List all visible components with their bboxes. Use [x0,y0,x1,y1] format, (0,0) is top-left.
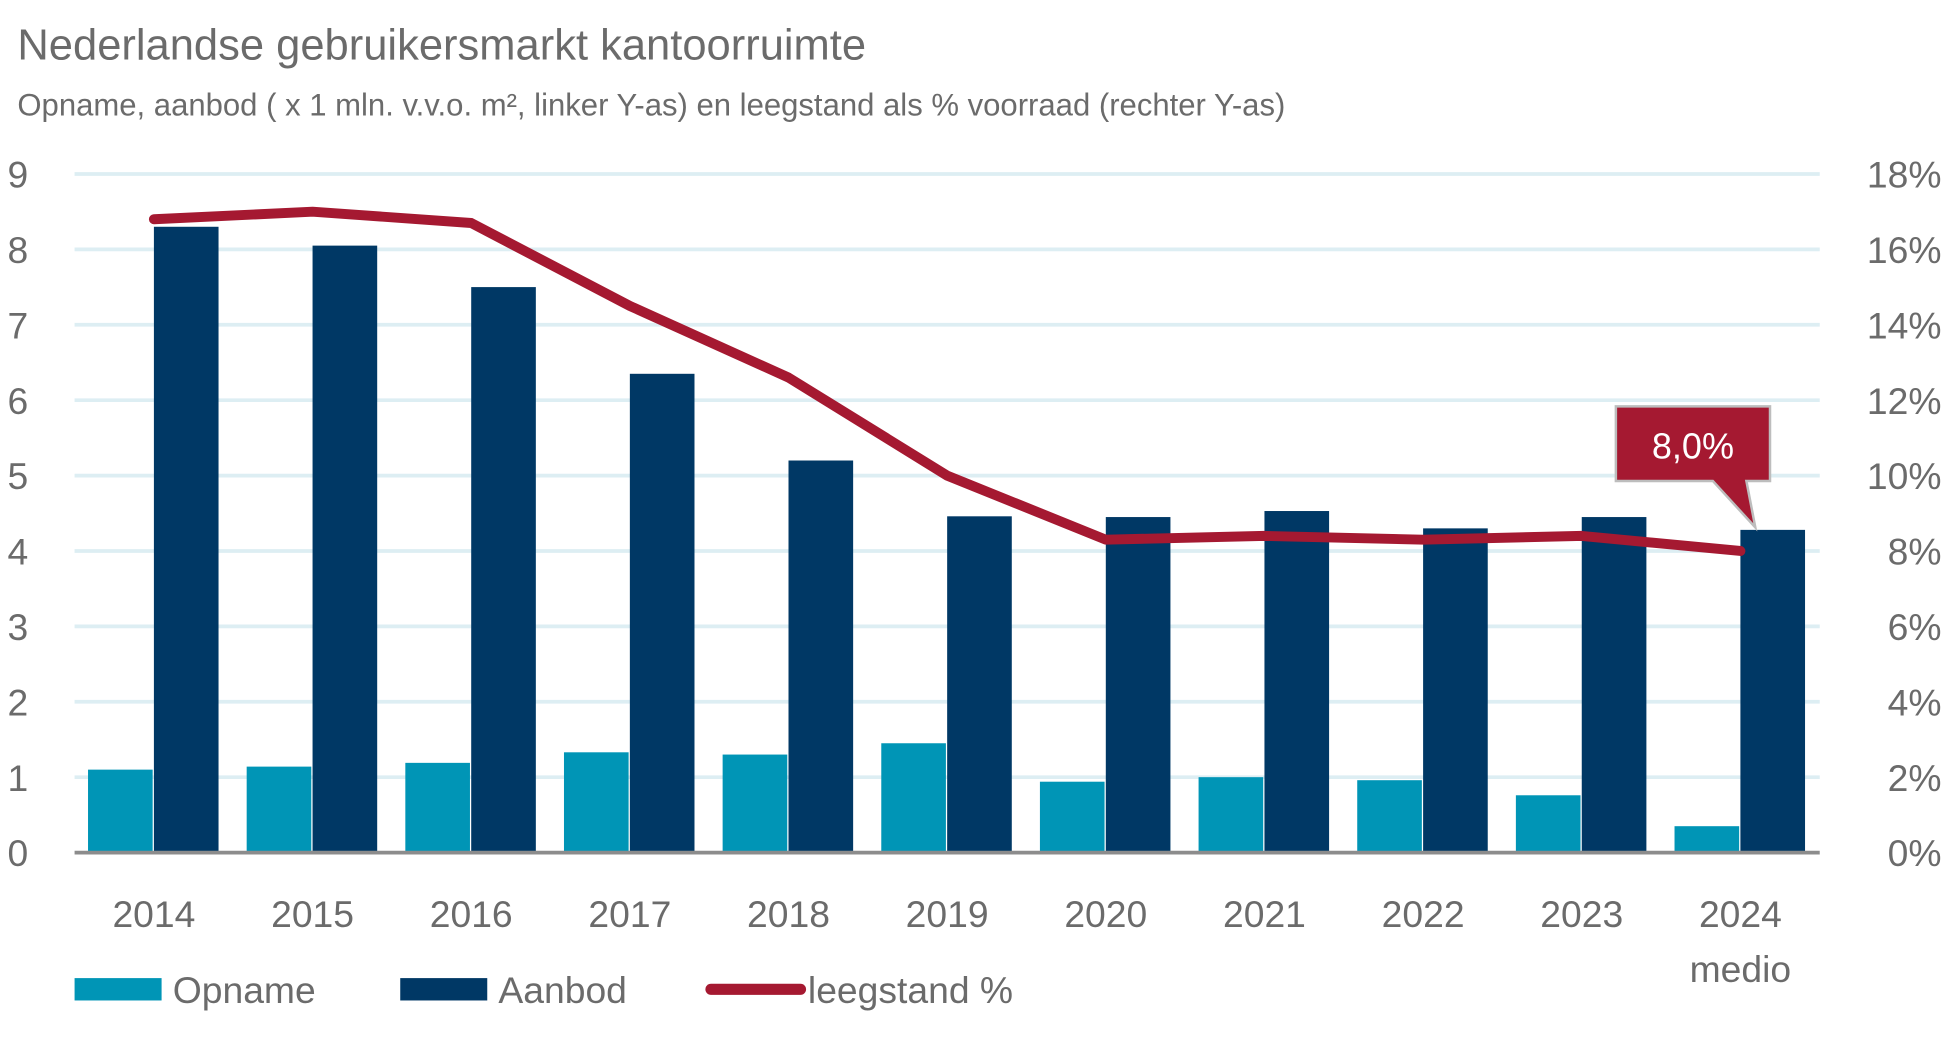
bar-opname [1674,826,1740,853]
legend-swatch-aanbod [400,978,488,1001]
bar-opname [1039,781,1105,853]
bar-opname [1515,795,1581,853]
right-tick-label: 2% [1888,757,1942,799]
chart-subtitle: Opname, aanbod ( x 1 mln. v.v.o. m², lin… [17,88,1285,123]
right-tick-label: 18% [1867,154,1942,196]
bar-aanbod [788,460,854,853]
left-tick-label: 7 [7,304,28,346]
left-tick-label: 1 [7,757,28,799]
x-tick-label: 2024 [1699,893,1782,935]
x-tick-label: 2023 [1540,893,1623,935]
x-tick-label: 2020 [1064,893,1147,935]
left-tick-label: 3 [7,606,28,648]
annotation-callout: 8,0% [1614,405,1772,532]
right-tick-label: 14% [1867,304,1942,346]
tick-labels: 0 0%1 2%2 4%3 6%4 8%5 10%6 12%7 14%8 16%9 18%2014 2… [7,154,1941,990]
leegstand-line [148,206,1746,556]
right-tick-label: 8% [1888,531,1942,573]
bar-aanbod [153,226,219,853]
x-tick-label: 2021 [1223,893,1306,935]
legend-label: Opname [173,969,316,1011]
x-tick-label: 2015 [271,893,354,935]
left-tick-label: 4 [7,531,28,573]
left-tick-label: 5 [7,455,28,497]
x-tick-label: 2019 [906,893,989,935]
legend-label: leegstand % [808,969,1013,1011]
x-tick-label: 2018 [747,893,830,935]
bar-aanbod [1740,529,1806,853]
bar-aanbod [1264,511,1330,853]
left-tick-label: 8 [7,229,28,271]
x-tick-label: 2016 [430,893,513,935]
bar-opname [88,769,153,853]
bar-aanbod [471,287,536,853]
right-tick-label: 16% [1867,229,1942,271]
bar-aanbod [629,373,695,853]
bar-opname [1198,777,1264,853]
bar-opname [722,754,788,853]
legend: Opname Aanbod leegstand % [74,969,1013,1011]
x-tick-label: 2022 [1382,893,1465,935]
right-tick-label: 6% [1888,606,1942,648]
legend-label: Aanbod [498,969,626,1011]
bar-aanbod [1581,517,1647,853]
bar-opname [563,752,629,853]
bar-opname [405,762,470,853]
x-tick-label: 2014 [112,893,195,935]
bar-aanbod [312,245,378,853]
right-tick-label: 12% [1867,380,1942,422]
x-tick-sublabel: medio [1690,948,1792,990]
bar-opname [246,766,312,853]
bar-aanbod [947,516,1012,853]
bar-opname [881,743,946,853]
legend-swatch-opname [74,978,162,1001]
callout-box [1614,405,1772,532]
left-tick-label: 9 [7,154,28,196]
callout-label: 8,0% [1652,426,1734,467]
left-tick-label: 2 [7,681,28,723]
left-tick-label: 6 [7,380,28,422]
bar-aanbod [1105,517,1171,853]
bar-aanbod [1423,528,1488,853]
right-tick-label: 0% [1888,832,1942,874]
line-leegstand [148,206,1746,556]
bars [88,226,1806,853]
left-tick-label: 0 [7,832,28,874]
chart-title: Nederlandse gebruikersmarkt kantoorruimt… [17,22,866,70]
right-tick-label: 4% [1888,681,1942,723]
right-tick-label: 10% [1867,455,1942,497]
bar-opname [1357,780,1422,853]
x-tick-label: 2017 [588,893,671,935]
